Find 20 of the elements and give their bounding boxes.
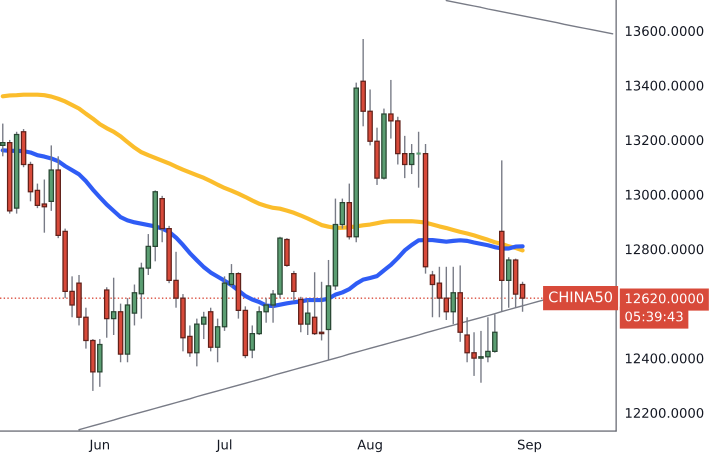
x-tick-label: Sep (518, 440, 542, 452)
y-tick-label: 13400.0000 (626, 80, 704, 91)
ref-line-label: CHINA50 (548, 291, 612, 302)
y-tick-label: 13600.0000 (626, 26, 704, 36)
line-series (0, 92, 525, 253)
y-tick-label: 13000.0000 (626, 190, 704, 200)
x-tick-label: Aug (357, 440, 382, 452)
text: 05:39:43 (625, 311, 683, 322)
y-tick-label: 12400.0000 (626, 353, 704, 364)
y-tick-label: 12620.0000 (626, 293, 704, 304)
line-series (446, 0, 614, 35)
candlestick (408, 143, 414, 175)
y-tick-label: 13200.0000 (626, 135, 704, 146)
x-tick-label: Jun (88, 440, 109, 452)
candlestick (110, 277, 116, 336)
candlestick (0, 122, 6, 158)
y-tick-label: 12800.0000 (626, 244, 704, 254)
candlestick (304, 298, 310, 336)
y-tick-label: 12200.0000 (626, 408, 704, 418)
x-tick-label: Jul (216, 439, 232, 452)
